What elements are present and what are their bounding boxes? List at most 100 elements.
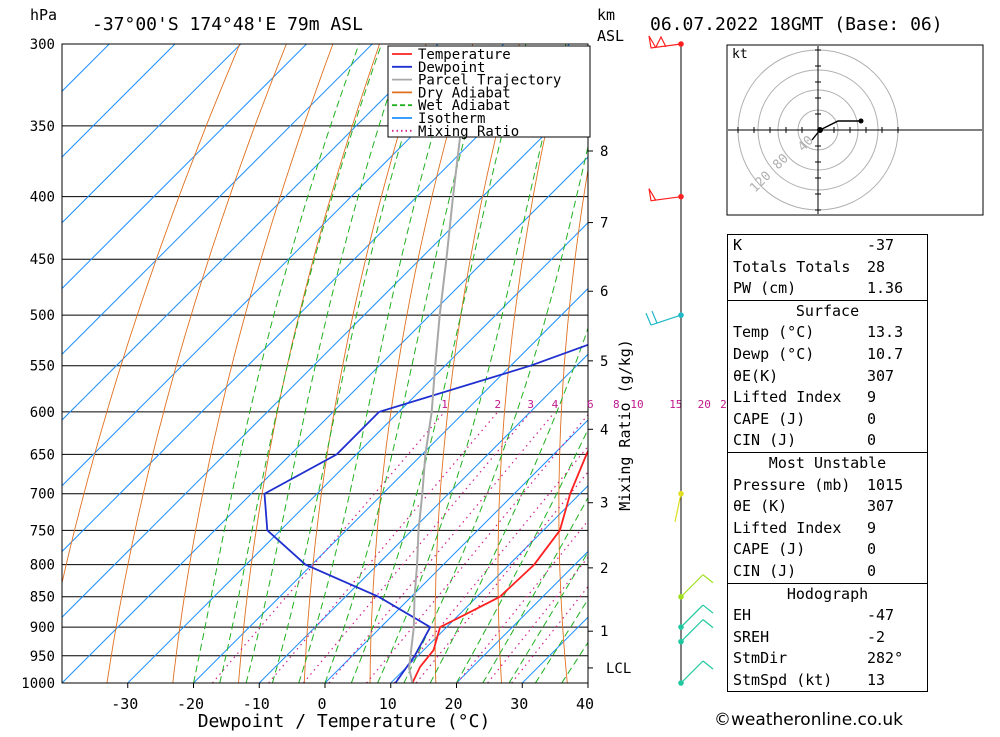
wet-adiabat-line <box>351 44 526 683</box>
isotherm-line <box>128 44 767 683</box>
most-unstable-section: Most Unstable Pressure (mb) 1015 θE (K) 30… <box>728 452 927 583</box>
isotherm-line <box>0 44 438 683</box>
hodograph-title: Hodograph <box>728 584 927 606</box>
surface-li-value: 9 <box>867 387 921 409</box>
title-datetime: 06.07.2022 18GMT (Base: 06) <box>650 14 943 35</box>
isotherm-line <box>0 44 504 683</box>
mixing-ratio-label: 6 <box>587 398 594 411</box>
mixing-ratio-label: 3 <box>527 398 534 411</box>
mu-theta-value: 307 <box>867 496 921 518</box>
wind-barb <box>649 36 681 48</box>
wind-barb <box>649 189 681 201</box>
asl-label: ASL <box>597 27 624 45</box>
mu-cape-value: 0 <box>867 539 921 561</box>
legend-entry: Mixing Ratio <box>418 124 519 140</box>
surface-dewp-value: 10.7 <box>867 344 921 366</box>
surface-cin-value: 0 <box>867 430 921 452</box>
hpa-label: hPa <box>30 6 57 24</box>
hodograph-start-dot <box>817 127 823 133</box>
pressure-tick-label: 1000 <box>21 676 55 692</box>
wind-barb <box>681 575 713 597</box>
surface-theta-label: θE(K) <box>733 366 778 388</box>
x-axis-title: Dewpoint / Temperature (°C) <box>198 711 491 732</box>
pressure-tick-label: 400 <box>30 190 55 206</box>
mu-pressure-value: 1015 <box>867 475 921 497</box>
surface-cape-label: CAPE (J) <box>733 409 805 431</box>
mixing-ratio-line <box>269 412 498 683</box>
km-tick-label: 1 <box>600 624 608 640</box>
km-tick-label: 8 <box>600 144 608 160</box>
stmspd-label: StmSpd (kt) <box>733 670 832 692</box>
wind-barb <box>675 494 681 522</box>
mixing-ratio-label: 15 <box>669 398 682 411</box>
hodograph-unit-label: kt <box>732 47 748 62</box>
mixing-ratio-line <box>329 412 555 683</box>
wind-barb <box>681 661 713 683</box>
mu-theta-label: θE (K) <box>733 496 787 518</box>
mixing-ratio-line <box>394 412 616 683</box>
km-tick-label: 7 <box>600 216 608 232</box>
stmdir-label: StmDir <box>733 648 787 670</box>
surface-cin-label: CIN (J) <box>733 430 796 452</box>
surface-cape-value: 0 <box>867 409 921 431</box>
title-location: -37°00'S 174°48'E 79m ASL <box>92 14 363 35</box>
mixing-ratio-label: 2 <box>494 398 501 411</box>
surface-temp-value: 13.3 <box>867 322 921 344</box>
mixing-ratio-label: 20 <box>698 398 711 411</box>
stmdir-value: 282° <box>867 648 921 670</box>
mu-pressure-label: Pressure (mb) <box>733 475 850 497</box>
sreh-value: -2 <box>867 627 921 649</box>
mixing-ratio-line <box>488 412 705 683</box>
mu-cin-value: 0 <box>867 561 921 583</box>
mu-cin-label: CIN (J) <box>733 561 796 583</box>
surface-title: Surface <box>728 301 927 323</box>
x-tick-label: 30 <box>510 695 528 713</box>
surface-theta-value: 307 <box>867 366 921 388</box>
copyright-footer[interactable]: ©weatheronline.co.uk <box>714 710 903 730</box>
stmspd-value: 13 <box>867 670 921 692</box>
mixing-ratio-label: 1 <box>441 398 448 411</box>
pressure-tick-label: 750 <box>30 523 55 539</box>
dry-adiabat-line <box>985 44 1000 683</box>
dry-adiabat-line <box>107 44 286 683</box>
wet-adiabat-line <box>457 44 728 683</box>
surface-section: Surface Temp (°C)13.3 Dewp (°C)10.7 θE(K… <box>728 300 927 452</box>
pressure-tick-label: 600 <box>30 405 55 421</box>
surface-dewp-label: Dewp (°C) <box>733 344 814 366</box>
pressure-tick-label: 350 <box>30 119 55 135</box>
km-tick-label: 6 <box>600 284 608 300</box>
pressure-tick-label: 450 <box>30 252 55 268</box>
pressure-tick-label: 650 <box>30 447 55 463</box>
km-tick-label: 2 <box>600 561 608 577</box>
pressure-tick-label: 550 <box>30 359 55 375</box>
hodograph-end-dot <box>859 119 864 124</box>
km-tick-label: 4 <box>600 422 608 438</box>
isotherm-line <box>0 44 570 683</box>
km-label: km <box>597 6 615 24</box>
km-tick-label: LCL <box>606 661 631 677</box>
pressure-tick-label: 500 <box>30 308 55 324</box>
pressure-tick-label: 900 <box>30 620 55 636</box>
wind-barb <box>646 311 681 325</box>
surface-li-label: Lifted Index <box>733 387 841 409</box>
pressure-tick-label: 800 <box>30 558 55 574</box>
eh-label: EH <box>733 605 751 627</box>
temperature-line <box>412 44 701 683</box>
mu-li-label: Lifted Index <box>733 518 841 540</box>
km-tick-label: 5 <box>600 354 608 370</box>
x-tick-label: 40 <box>576 695 594 713</box>
mu-cape-label: CAPE (J) <box>733 539 805 561</box>
k-row: K-37 <box>728 235 927 257</box>
km-tick-label: 3 <box>600 496 608 512</box>
pressure-tick-label: 700 <box>30 487 55 503</box>
mixing-ratio-axis-title: Mixing Ratio (g/kg) <box>616 339 634 511</box>
pressure-tick-label: 300 <box>30 37 55 53</box>
isotherm-line <box>0 44 635 683</box>
most-unstable-title: Most Unstable <box>728 453 927 475</box>
isotherm-line <box>0 44 175 683</box>
